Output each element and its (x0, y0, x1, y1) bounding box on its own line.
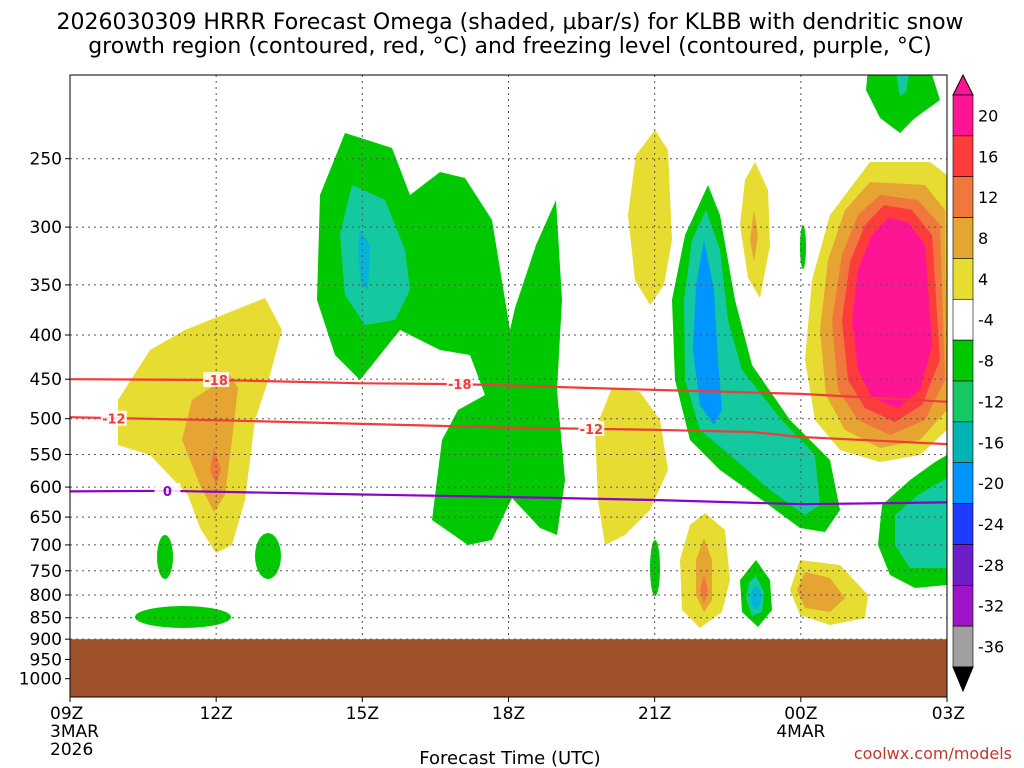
omega-shade-descent-core (182, 375, 238, 512)
y-tick-label: 900 (30, 630, 62, 650)
x-tick-label: 09Z (50, 704, 83, 724)
omega-shade-descent-strong (700, 575, 708, 604)
contour-label: -12 (102, 413, 126, 428)
y-tick-label: 500 (30, 410, 62, 430)
colorbar-label: -28 (978, 556, 1004, 575)
colorbar-swatch (952, 339, 974, 382)
omega-shade-descent-peak (210, 448, 221, 485)
y-tick-label: 400 (30, 326, 62, 346)
omega-shade-ascent (135, 606, 231, 628)
colorbar-swatch (952, 94, 974, 137)
y-axis: 2503003504004505005506006507007508008509… (19, 150, 70, 690)
credit-text: coolwx.com/models (854, 744, 1012, 763)
contour-label: -12 (580, 423, 604, 438)
contours: -18 -18 -12 -12 0 (69, 372, 948, 506)
colorbar-label: 8 (978, 229, 988, 248)
colorbar-swatch (952, 625, 974, 668)
x-tick-label: 18Z (492, 704, 525, 724)
contour-label: 0 (163, 485, 172, 500)
omega-shade-ascent-core (684, 210, 820, 515)
colorbar-label: 4 (978, 270, 988, 289)
colorbar-label: -8 (978, 352, 994, 371)
colorbar-label: -4 (978, 311, 994, 330)
colorbar-label: -16 (978, 433, 1004, 452)
colorbar-swatch (952, 135, 974, 178)
y-tick-label: 1000 (19, 670, 62, 690)
chart-title-line-1: 2026030309 HRRR Forecast Omega (shaded, … (56, 10, 963, 35)
contour-label: -18 (204, 374, 228, 389)
y-tick-label: 550 (30, 445, 62, 465)
contour-label-bg (446, 376, 473, 392)
colorbar-swatch (952, 544, 974, 586)
colorbar-swatch (952, 380, 974, 423)
colorbar-swatch (952, 421, 974, 464)
y-tick-label: 450 (30, 370, 62, 390)
omega-shade-ascent (157, 535, 173, 579)
x-tick-label: 00Z (784, 704, 817, 724)
colorbar-swatch (952, 258, 974, 300)
colorbar-label: 20 (978, 106, 998, 125)
terrain-below-ground (70, 639, 947, 697)
y-tick-label: 700 (30, 536, 62, 556)
colorbar-label: -32 (978, 597, 1004, 616)
y-tick-label: 250 (30, 150, 62, 170)
x-tick-label: 12Z (200, 704, 233, 724)
colorbar-swatch (952, 462, 974, 504)
colorbar-swatch (952, 176, 974, 218)
x-tick-label: 15Z (346, 704, 379, 724)
colorbar-swatch (952, 503, 974, 545)
omega-shade-ascent (800, 225, 806, 269)
omega-shade-descent-core (750, 210, 758, 262)
contour-label: -18 (448, 378, 472, 393)
colorbar: 20 16 12 8 4 -4 -8 -12 -16 -20 -24 -28 -32 -36 (952, 73, 1004, 693)
colorbar-bottom-arrow (952, 666, 974, 693)
y-tick-label: 750 (30, 562, 62, 582)
y-tick-label: 600 (30, 478, 62, 498)
omega-shade-descent-core (797, 572, 845, 612)
contour-label-bg (154, 482, 181, 498)
x-tick-date: 4MAR (776, 722, 825, 742)
colorbar-swatch (952, 298, 974, 341)
y-tick-label: 950 (30, 650, 62, 670)
omega-shade-descent (595, 388, 668, 545)
x-tick-label: 21Z (638, 704, 671, 724)
colorbar-label: -24 (978, 515, 1004, 534)
x-axis-label: Forecast Time (UTC) (419, 748, 600, 768)
omega-shade-ascent-core (895, 478, 947, 568)
colorbar-label: 16 (978, 147, 998, 166)
omega-shade-ascent-peak (358, 230, 370, 290)
y-tick-label: 800 (30, 586, 62, 606)
omega-shade-ascent-peak (751, 587, 761, 609)
colorbar-label: -12 (978, 392, 1004, 411)
omega-shade-ascent (866, 75, 940, 133)
omega-shade-ascent (255, 533, 281, 579)
omega-shade-ascent-core (340, 185, 410, 325)
omega-shade-ascent-core (896, 75, 909, 96)
colorbar-swatch (952, 584, 974, 627)
y-tick-label: 850 (30, 609, 62, 629)
contour-label-bg (203, 372, 230, 388)
colorbar-top-arrow (952, 73, 974, 96)
omega-shading (118, 75, 947, 628)
x-tick-year: 2026 (50, 740, 93, 760)
colorbar-swatch (952, 217, 974, 259)
contour-label-bg (100, 410, 127, 426)
chart-title-line-2: growth region (contoured, red, °C) and f… (88, 34, 932, 59)
y-tick-label: 300 (30, 218, 62, 238)
contour-label-bg (578, 421, 605, 437)
x-tick-date: 3MAR (50, 722, 99, 742)
colorbar-label: 12 (978, 188, 998, 207)
x-tick-label: 03Z (932, 704, 965, 724)
colorbar-label: -36 (978, 638, 1004, 657)
y-tick-label: 350 (30, 276, 62, 296)
omega-shade-descent (628, 130, 672, 305)
y-tick-label: 650 (30, 508, 62, 528)
omega-shade-descent-peak (852, 218, 932, 408)
colorbar-label: -20 (978, 474, 1004, 493)
